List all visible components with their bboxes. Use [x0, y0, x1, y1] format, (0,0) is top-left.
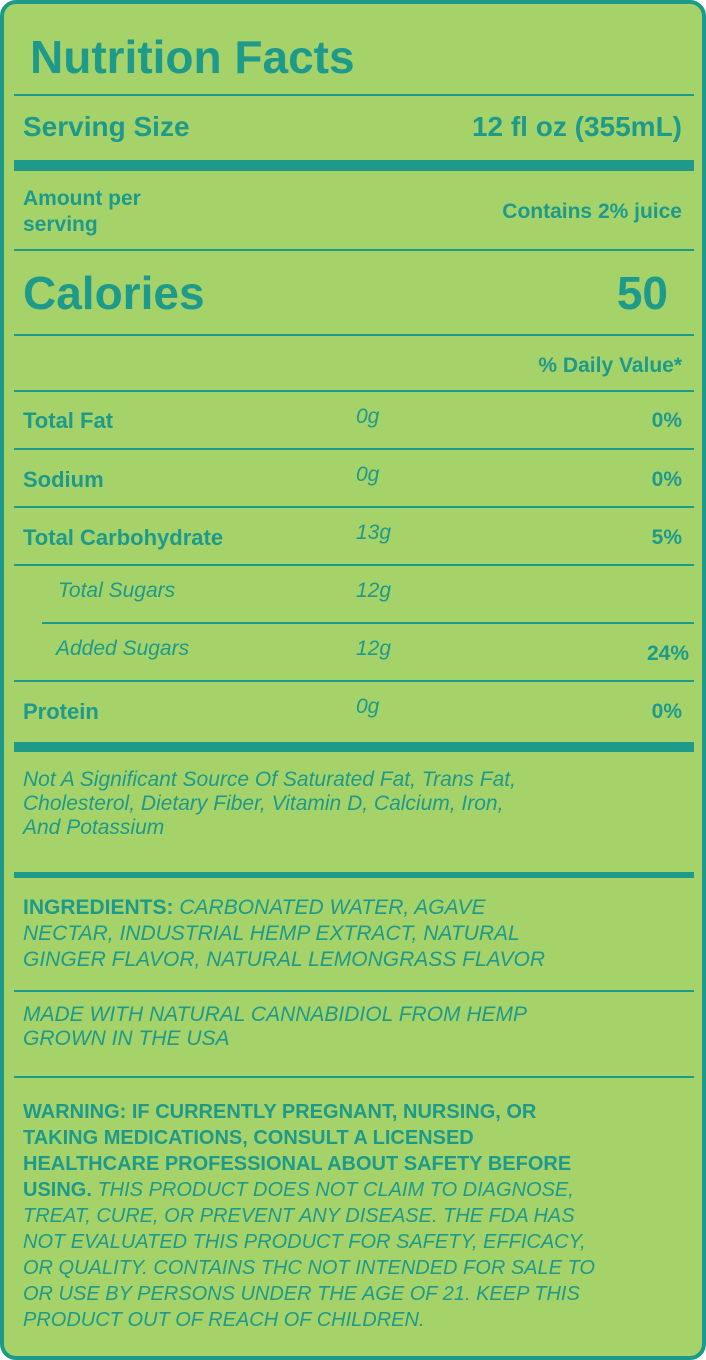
calories-value: 50 [616, 267, 668, 319]
thick-divider [14, 742, 694, 752]
warning-italic-line: OR USE BY PERSONS UNDER THE AGE OF 21. K… [23, 1283, 580, 1305]
warning-italic-line: PRODUCT OUT OF REACH OF CHILDREN. [23, 1309, 425, 1331]
warning-bold-line: TAKING MEDICATIONS, CONSULT A LICENSED [23, 1127, 474, 1149]
nutrient-amount: 0g [356, 463, 380, 486]
divider [14, 680, 694, 682]
divider [14, 1076, 694, 1078]
ingredients-text: CARBONATED WATER, AGAVE [173, 896, 486, 919]
ingredients-text: GINGER FLAVOR, NATURAL LEMONGRASS FLAVOR [23, 948, 546, 971]
divider [14, 334, 694, 336]
divider [14, 249, 694, 251]
nutrient-name: Added Sugars [56, 637, 190, 660]
juice-note: Contains 2% juice [502, 200, 682, 223]
cbd-note: MADE WITH NATURAL CANNABIDIOL FROM HEMP … [23, 1003, 527, 1051]
nutrient-dv: 0% [651, 468, 682, 491]
warning: WARNING: IF CURRENTLY PREGNANT, NURSING,… [23, 1099, 595, 1333]
label-title: Nutrition Facts [30, 31, 355, 83]
warning-italic-line: THIS PRODUCT DOES NOT CLAIM TO DIAGNOSE, [91, 1179, 574, 1201]
cbd-line: GROWN IN THE USA [23, 1027, 230, 1050]
divider [14, 448, 694, 450]
warning-bold-line: HEALTHCARE PROFESSIONAL ABOUT SAFETY BEF… [23, 1153, 572, 1175]
calories-label: Calories [23, 267, 205, 319]
warning-bold-line: WARNING: IF CURRENTLY PREGNANT, NURSING,… [23, 1101, 537, 1123]
serving-size-label: Serving Size [23, 111, 190, 142]
note-line: Not A Significant Source Of Saturated Fa… [23, 768, 516, 791]
divider [14, 990, 694, 992]
nutrient-amount: 13g [356, 521, 392, 544]
amount-per-line: Amount per [23, 187, 141, 210]
nutrient-dv: 24% [646, 642, 689, 665]
nutrient-name: Total Carbohydrate [23, 525, 224, 550]
warning-italic-line: NOT EVALUATED THIS PRODUCT FOR SAFETY, E… [23, 1231, 586, 1253]
cbd-line: MADE WITH NATURAL CANNABIDIOL FROM HEMP [23, 1003, 528, 1026]
thick-divider [14, 160, 694, 171]
nutrient-amount: 0g [356, 405, 380, 428]
divider [14, 390, 694, 392]
nutrient-dv: 5% [651, 526, 682, 549]
not-significant-note: Not A Significant Source Of Saturated Fa… [23, 768, 516, 840]
nutrient-amount: 12g [356, 637, 392, 660]
nutrient-name: Protein [23, 699, 99, 724]
nutrient-dv: 0% [651, 700, 682, 723]
divider [14, 506, 694, 508]
ingredients-text: NECTAR, INDUSTRIAL HEMP EXTRACT, NATURAL [23, 922, 520, 945]
nutrient-name: Sodium [23, 467, 104, 492]
daily-value-header: % Daily Value* [538, 354, 682, 377]
divider [14, 94, 694, 96]
ingredients-label: INGREDIENTS: [23, 896, 174, 919]
divider [42, 622, 694, 624]
note-line: And Potassium [23, 816, 165, 839]
nutrient-name: Total Sugars [58, 579, 176, 602]
amount-per-line: serving [23, 213, 98, 236]
serving-size-value: 12 fl oz (355mL) [471, 111, 682, 142]
amount-per-serving: Amount per serving [23, 186, 141, 238]
divider [14, 564, 694, 566]
medium-divider [14, 872, 694, 878]
nutrient-amount: 0g [356, 695, 380, 718]
nutrient-name: Total Fat [23, 408, 114, 433]
nutrient-amount: 12g [356, 579, 392, 602]
warning-italic-line: TREAT, CURE, OR PREVENT ANY DISEASE. THE… [23, 1205, 575, 1227]
nutrient-dv: 0% [651, 409, 682, 432]
ingredients: INGREDIENTS: CARBONATED WATER, AGAVE NEC… [23, 895, 545, 973]
note-line: Cholesterol, Dietary Fiber, Vitamin D, C… [23, 792, 504, 815]
warning-bold-line: USING. [23, 1179, 92, 1201]
warning-italic-line: OR QUALITY. CONTAINS THC NOT INTENDED FO… [23, 1257, 595, 1279]
